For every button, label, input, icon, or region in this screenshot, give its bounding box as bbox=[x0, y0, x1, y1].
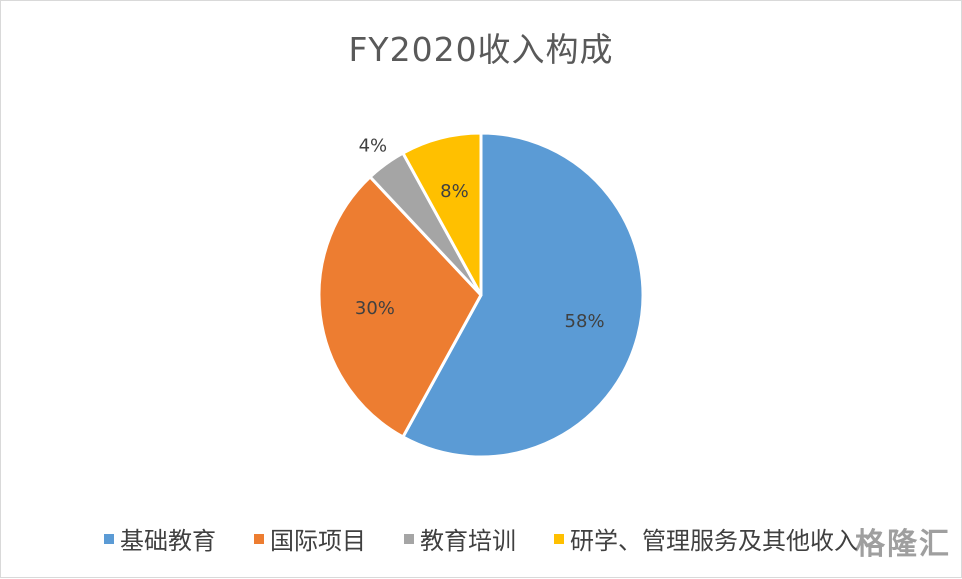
data-label-4: 8% bbox=[440, 181, 469, 202]
legend-item-3: 教育培训 bbox=[404, 521, 516, 556]
data-label-1: 58% bbox=[565, 311, 605, 332]
legend-label: 研学、管理服务及其他收入 bbox=[570, 527, 858, 555]
legend-label: 国际项目 bbox=[270, 527, 366, 555]
legend-item-4: 研学、管理服务及其他收入 bbox=[554, 521, 858, 556]
pie-slices bbox=[317, 131, 645, 459]
pie-slice-1 bbox=[401, 131, 645, 459]
legend-item-2: 国际项目 bbox=[254, 521, 366, 556]
legend-swatch bbox=[254, 533, 264, 544]
pie-slice-4 bbox=[401, 131, 483, 297]
pie-labels: 58% 30% 4% 8% bbox=[355, 136, 605, 332]
watermark-logo: 格隆汇 bbox=[855, 527, 951, 562]
chart-legend: 基础教育 国际项目 教育培训 研学、管理服务及其他收入 bbox=[1, 521, 961, 556]
legend-swatch bbox=[554, 533, 564, 544]
legend-item-1: 基础教育 bbox=[104, 521, 216, 556]
legend-label: 基础教育 bbox=[120, 527, 216, 555]
legend-label: 教育培训 bbox=[420, 527, 516, 555]
chart-title: FY2020收入构成 bbox=[348, 30, 614, 69]
data-label-3: 4% bbox=[359, 136, 388, 157]
data-label-2: 30% bbox=[355, 298, 395, 319]
legend-swatch bbox=[104, 533, 114, 544]
pie-slice-2 bbox=[317, 175, 483, 439]
legend-swatch bbox=[404, 533, 414, 544]
